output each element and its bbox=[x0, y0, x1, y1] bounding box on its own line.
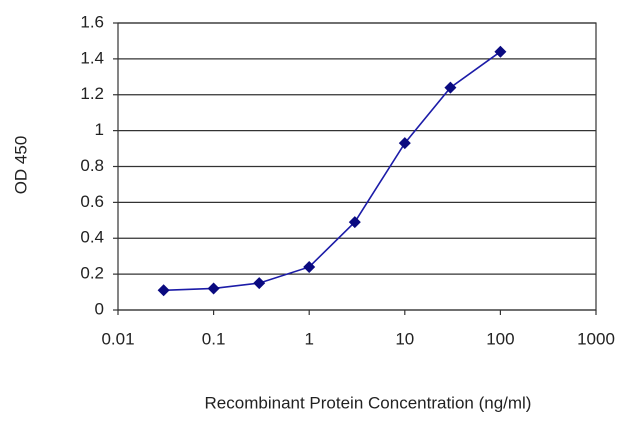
y-tick-label: 0.4 bbox=[80, 228, 104, 247]
data-point bbox=[348, 216, 361, 229]
data-point bbox=[207, 282, 220, 295]
y-tick-label: 1 bbox=[95, 120, 104, 139]
data-point bbox=[398, 137, 411, 150]
y-axis-label: OD 450 bbox=[11, 136, 30, 195]
y-tick-label: 0.6 bbox=[80, 192, 104, 211]
data-point bbox=[253, 277, 266, 290]
y-tick-label: 0.8 bbox=[80, 156, 104, 175]
y-tick-label: 1.4 bbox=[80, 48, 104, 67]
data-point bbox=[494, 45, 507, 58]
y-tick-label: 0 bbox=[95, 299, 104, 318]
data-point bbox=[303, 260, 316, 273]
y-tick-label: 1.6 bbox=[80, 12, 104, 31]
fit-line bbox=[163, 51, 501, 292]
y-tick-label: 1.2 bbox=[80, 84, 104, 103]
x-tick-label: 10 bbox=[395, 329, 414, 348]
y-tick-label: 0.2 bbox=[80, 264, 104, 283]
x-tick-label: 0.1 bbox=[202, 329, 226, 348]
x-tick-label: 1000 bbox=[577, 329, 615, 348]
x-tick-label: 100 bbox=[486, 329, 514, 348]
x-axis-label: Recombinant Protein Concentration (ng/ml… bbox=[205, 393, 532, 412]
data-point bbox=[157, 284, 170, 297]
x-tick-label: 1 bbox=[304, 329, 313, 348]
data-point bbox=[444, 81, 457, 94]
x-tick-label: 0.01 bbox=[101, 329, 134, 348]
